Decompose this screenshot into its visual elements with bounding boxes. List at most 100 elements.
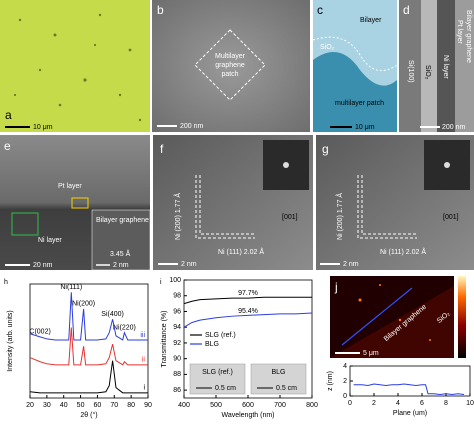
y-tick-label: 96	[173, 308, 181, 315]
annotation: SiO₂	[320, 44, 335, 51]
scale-bar-label: 5 μm	[363, 350, 379, 357]
y-axis-label: Transmittance (%)	[161, 311, 168, 368]
y-tick-label: 100	[169, 277, 181, 284]
series-line	[29, 360, 148, 394]
y-tick-label: 98	[173, 293, 181, 300]
annotation: Pt layer	[58, 183, 82, 190]
series-line	[353, 383, 465, 396]
x-tick-label: 2	[372, 400, 376, 407]
panel-label: h	[4, 279, 8, 286]
annotation: Multilayer	[215, 53, 246, 60]
annotation: [001]	[443, 214, 459, 221]
scale-bar-label: 2 nm	[113, 262, 129, 269]
series-line	[29, 327, 148, 366]
value-annotation: 95.4%	[238, 308, 258, 315]
x-tick-label: 400	[178, 402, 190, 409]
annotation: Bilayer	[360, 17, 382, 24]
x-tick-label: 8	[444, 400, 448, 407]
y-axis-label: Intensity (arb. units)	[7, 310, 14, 371]
lattice-guides	[195, 175, 255, 239]
x-tick-label: 700	[274, 402, 286, 409]
series-label: iii	[140, 332, 145, 339]
panel-label: a	[5, 108, 12, 122]
y-axis-label: z (nm)	[327, 371, 334, 391]
x-axis-label: Plane (um)	[393, 410, 427, 417]
multilayer-region	[313, 52, 397, 132]
scale-bar-label: 200 nm	[442, 124, 466, 131]
panel-label: d	[403, 3, 410, 17]
x-tick-label: 60	[94, 402, 102, 409]
optical-image	[0, 0, 150, 132]
series-label: ii	[142, 357, 146, 364]
annotation: graphene	[215, 62, 245, 69]
annotation: Ni (200) 1.77 Å	[335, 193, 344, 240]
panel-label: c	[317, 3, 323, 17]
annotation: Ni (111) 2.02 Å	[380, 247, 426, 256]
inset-photo	[250, 363, 307, 395]
inset-label: BLG	[271, 369, 285, 376]
oxide-layer	[421, 0, 437, 132]
panel-label: g	[322, 142, 329, 156]
y-tick-label: 94	[173, 324, 181, 331]
x-axis-label: Wavelength (nm)	[221, 412, 274, 419]
peak-label: Si(400)	[101, 311, 124, 318]
series-line	[29, 292, 148, 341]
x-tick-label: 6	[420, 400, 424, 407]
x-tick-label: 40	[60, 402, 68, 409]
x-axis-label: 2θ (°)	[80, 411, 97, 419]
graphene-region	[330, 286, 454, 358]
series-label: i	[143, 385, 145, 392]
panel-label: i	[160, 279, 162, 286]
annotation: Bilayer graphene	[465, 10, 472, 63]
annotation: Ni (111) 2.02 Å	[218, 247, 264, 256]
scale-bar-label: 200 nm	[180, 123, 204, 130]
fft-spot	[444, 162, 450, 168]
annotation: [001]	[282, 214, 298, 221]
peak-label: Ni(200)	[72, 301, 95, 308]
x-tick-label: 500	[210, 402, 222, 409]
y-tick-label: 2	[343, 378, 347, 385]
annotation: SiO₂	[424, 65, 431, 80]
scale-bar-label: 20 nm	[33, 262, 53, 269]
panel-label: e	[4, 139, 11, 153]
region-box	[71, 197, 89, 209]
boundary	[312, 36, 398, 72]
series-line	[183, 296, 312, 305]
scale-bar-label: 0.5 cm	[215, 385, 236, 392]
ni-layer	[437, 0, 455, 132]
annotation: Si(100)	[407, 60, 414, 83]
y-tick-label: 92	[173, 340, 181, 347]
x-tick-label: 600	[242, 402, 254, 409]
scale-bar-label: 2 nm	[343, 261, 359, 268]
plot-frame	[349, 365, 471, 397]
annotation: multilayer patch	[335, 100, 384, 107]
value-annotation: 97.7%	[238, 290, 258, 297]
annotation: Ni layer	[442, 55, 449, 79]
fft-spot	[283, 162, 289, 168]
scale-bar-label: 10 μm	[33, 124, 53, 131]
plot-frame	[29, 283, 149, 399]
peak-label: C(002)	[29, 329, 50, 336]
annotation: patch	[221, 71, 238, 78]
profile-line	[341, 287, 413, 346]
inset-image	[91, 209, 151, 271]
x-tick-label: 800	[306, 402, 318, 409]
peak-label: Ni(220)	[113, 325, 136, 332]
y-tick-label: 90	[173, 356, 181, 363]
series-line	[183, 312, 313, 328]
x-tick-label: 50	[77, 402, 85, 409]
annotation: Pt layer	[456, 20, 463, 44]
patch-outline	[194, 29, 266, 101]
annotation: Ni layer	[38, 237, 62, 244]
lattice-guides	[357, 175, 417, 239]
x-tick-label: 10	[466, 400, 474, 407]
y-tick-label: 0	[343, 393, 347, 400]
x-tick-label: 4	[396, 400, 400, 407]
x-tick-label: 90	[144, 402, 152, 409]
scale-bar-label: 2 nm	[181, 261, 197, 268]
inset-label: SLG (ref.)	[202, 369, 233, 376]
annotation: 3.45 Å	[110, 249, 131, 258]
annotation: Ni (200) 1.77 Å	[173, 193, 182, 240]
panel-label: f	[160, 142, 164, 156]
